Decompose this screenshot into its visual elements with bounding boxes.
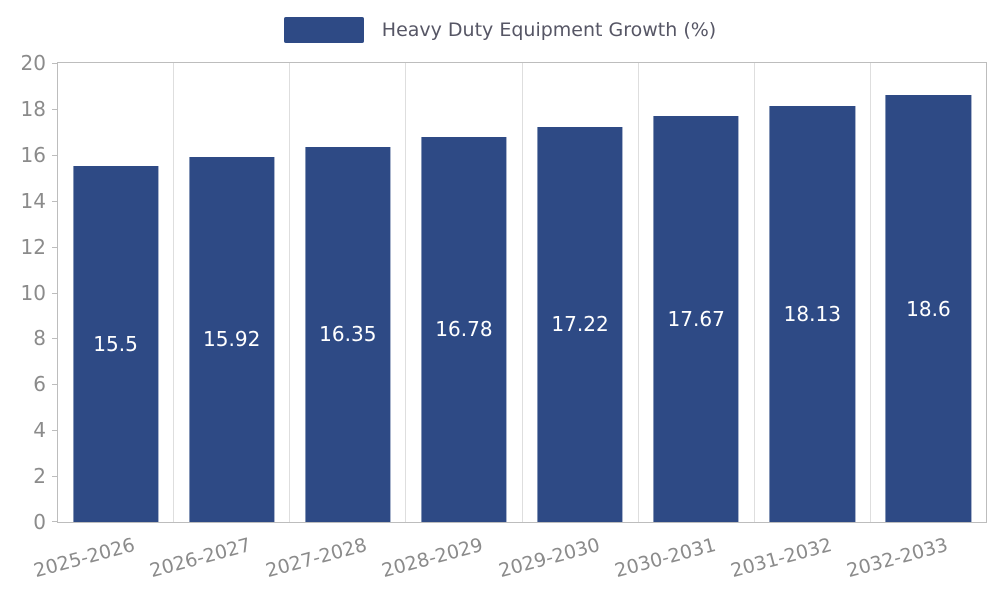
y-tick-label: 6 xyxy=(33,372,46,397)
category-slot: 18.13 2031-2032 xyxy=(728,63,870,582)
x-tick-label: 2029-2030 xyxy=(496,534,602,583)
y-tick-mark xyxy=(52,63,58,64)
y-tick-label: 20 xyxy=(20,51,46,75)
bar[interactable]: 17.67 xyxy=(653,116,739,522)
bar-value-label: 17.67 xyxy=(667,307,725,332)
category-slot: 17.22 2029-2030 xyxy=(496,63,638,582)
legend-label: Heavy Duty Equipment Growth (%) xyxy=(381,19,717,41)
legend[interactable]: Heavy Duty Equipment Growth (%) xyxy=(0,17,1000,43)
y-tick-mark xyxy=(52,430,58,432)
bar[interactable]: 18.6 xyxy=(885,95,972,522)
y-tick-label: 14 xyxy=(20,188,46,213)
bar-slots: 15.5 2025-2026 15.92 2026-2027 16.35 2027-202… xyxy=(32,63,986,582)
category-slot: 16.78 2028-2029 xyxy=(380,63,521,582)
x-tick-label: 2031-2032 xyxy=(728,534,835,583)
bar[interactable]: 15.92 xyxy=(189,156,275,522)
bar-value-label: 16.35 xyxy=(319,322,377,347)
bar[interactable]: 16.35 xyxy=(305,146,391,522)
legend-swatch xyxy=(283,17,364,43)
category-slot: 16.35 2027-2028 xyxy=(264,63,405,582)
x-tick-label: 2032-2033 xyxy=(844,534,951,583)
x-tick-label: 2026-2027 xyxy=(147,534,254,583)
x-tick-label: 2025-2026 xyxy=(31,534,138,583)
y-tick-mark xyxy=(52,200,58,202)
y-tick-mark xyxy=(52,154,58,156)
category-slot: 17.67 2030-2031 xyxy=(612,63,754,582)
y-tick-mark xyxy=(52,384,58,386)
y-tick-label: 4 xyxy=(33,418,46,443)
y-tick-label: 0 xyxy=(33,510,46,534)
y-tick-label: 8 xyxy=(33,326,46,351)
x-tick-label: 2030-2031 xyxy=(612,534,719,583)
y-tick-mark xyxy=(52,476,58,478)
bar[interactable]: 16.78 xyxy=(421,136,507,522)
y-tick-label: 10 xyxy=(20,280,46,305)
y-tick-label: 16 xyxy=(20,142,46,167)
bar[interactable]: 18.13 xyxy=(769,105,855,522)
bar-value-label: 15.92 xyxy=(203,327,261,352)
bar[interactable]: 15.5 xyxy=(72,166,159,522)
bar[interactable]: 17.22 xyxy=(537,126,623,522)
y-tick-mark xyxy=(52,338,58,340)
bar-value-label: 18.6 xyxy=(906,296,951,321)
x-tick-label: 2028-2029 xyxy=(380,534,486,583)
category-slot: 18.6 2032-2033 xyxy=(845,63,986,582)
y-tick-label: 12 xyxy=(20,234,46,259)
category-slot: 15.5 2025-2026 xyxy=(32,63,173,582)
y-tick-label: 18 xyxy=(20,96,46,121)
bar-value-label: 17.22 xyxy=(551,312,609,337)
y-tick-mark xyxy=(52,246,58,248)
bar-value-label: 18.13 xyxy=(783,301,841,326)
x-tick-label: 2027-2028 xyxy=(263,534,370,583)
y-tick-mark xyxy=(52,108,58,110)
plot-area: 15.5 2025-2026 15.92 2026-2027 16.35 2027-202… xyxy=(21,52,987,582)
bar-value-label: 15.5 xyxy=(93,332,138,357)
bar-value-label: 16.78 xyxy=(435,317,493,342)
y-tick-mark xyxy=(52,521,58,522)
y-tick-label: 2 xyxy=(33,464,46,489)
category-slot: 15.92 2026-2027 xyxy=(148,63,289,582)
y-tick-mark xyxy=(52,292,58,294)
